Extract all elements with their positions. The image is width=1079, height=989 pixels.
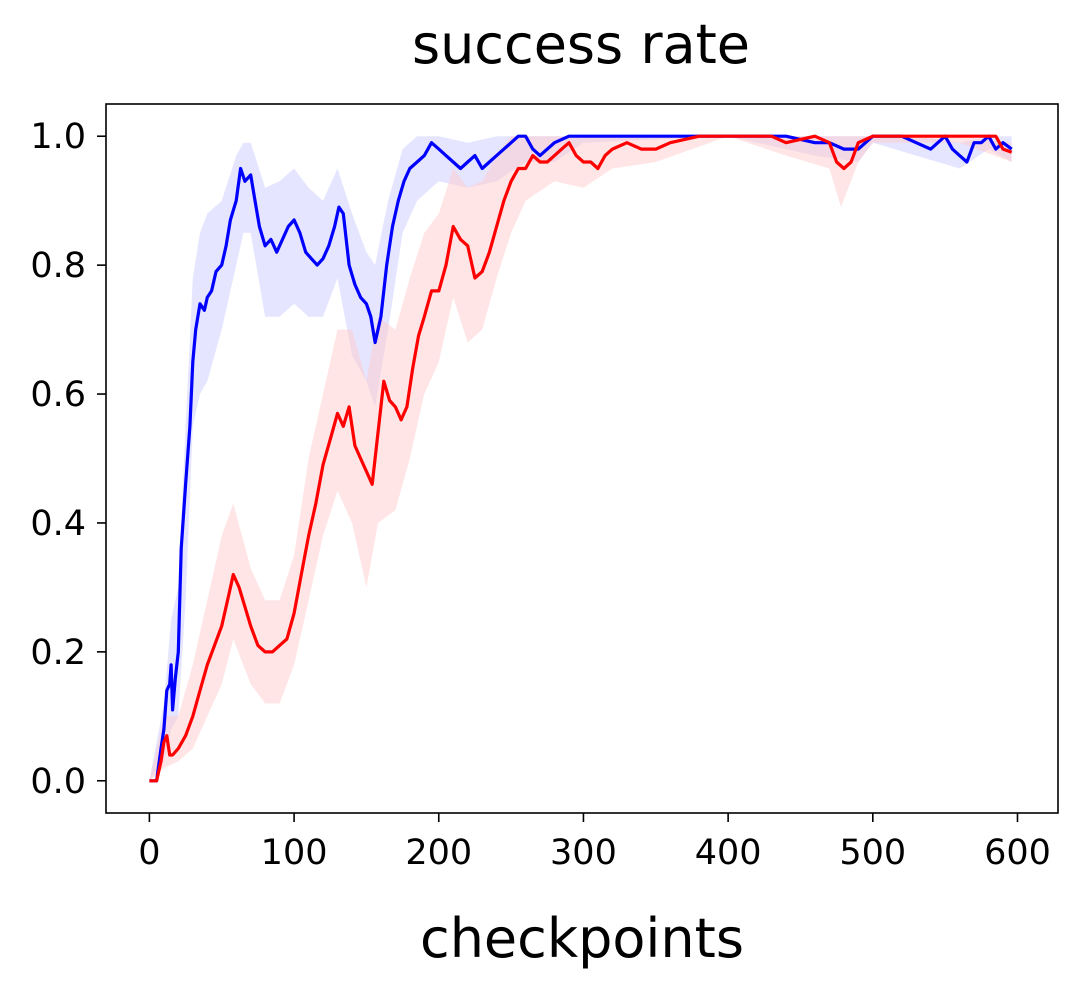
- series-2-band: [149, 136, 1012, 781]
- chart-title: success rate: [412, 13, 750, 76]
- x-axis-label: checkpoints: [420, 907, 744, 970]
- series-1-line: [149, 134, 1013, 783]
- series-2-line: [149, 134, 1013, 783]
- x-tick-label: 300: [550, 833, 617, 873]
- series-1-band: [149, 136, 1012, 781]
- x-tick-label: 500: [839, 833, 906, 873]
- y-axis-ticks: 0.0 0.2 0.4 0.6 0.8 1.0: [30, 117, 106, 802]
- x-tick-label: 100: [261, 833, 328, 873]
- y-tick-label: 0.2: [30, 633, 86, 673]
- x-tick-label: 400: [695, 833, 762, 873]
- y-tick-label: 0.0: [30, 762, 86, 802]
- y-tick-label: 0.8: [30, 246, 86, 286]
- x-axis-ticks: 0 100 200 300 400 500 600: [138, 813, 1051, 873]
- y-tick-label: 0.6: [30, 375, 86, 415]
- x-tick-label: 200: [405, 833, 472, 873]
- series-lines: [149, 134, 1013, 783]
- y-tick-label: 1.0: [30, 117, 86, 157]
- x-tick-label: 0: [138, 833, 160, 873]
- x-tick-label: 600: [984, 833, 1051, 873]
- y-tick-label: 0.4: [30, 504, 86, 544]
- confidence-bands: [149, 136, 1012, 781]
- plot-frame: [105, 103, 1059, 814]
